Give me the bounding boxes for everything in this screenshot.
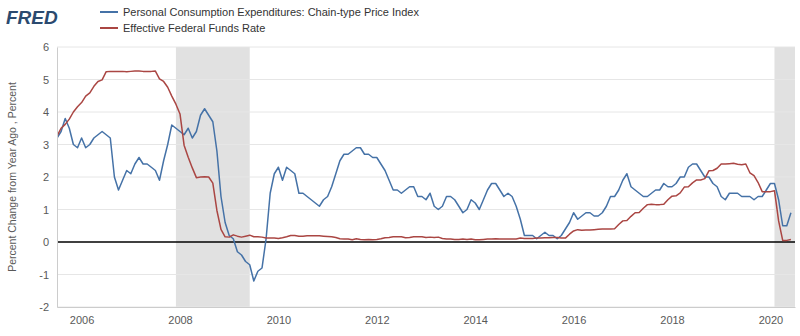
y-tick-label: -1 bbox=[39, 269, 49, 281]
y-tick-label: 1 bbox=[43, 204, 49, 216]
y-axis: -2 -1 0 1 2 3 4 5 6 bbox=[39, 41, 57, 313]
x-tick-label: 2014 bbox=[463, 314, 487, 326]
y-axis-title: Percent Change from Year Ago , Percent bbox=[6, 82, 18, 272]
y-tick-label: 0 bbox=[43, 236, 49, 248]
y-axis-line bbox=[57, 48, 58, 308]
y-tick-label: 3 bbox=[43, 139, 49, 151]
grid-line bbox=[57, 79, 795, 80]
x-tick-label: 2016 bbox=[562, 314, 586, 326]
x-tick: 2014 bbox=[463, 307, 487, 326]
y-tick-label: -2 bbox=[39, 301, 49, 313]
legend-swatch bbox=[100, 11, 118, 13]
x-tick: 2016 bbox=[562, 307, 586, 326]
y-tick: -2 bbox=[39, 301, 57, 313]
x-tick: 2018 bbox=[660, 307, 684, 326]
legend: Personal Consumption Expenditures: Chain… bbox=[100, 6, 419, 34]
legend-swatch bbox=[100, 27, 118, 29]
legend-label: Personal Consumption Expenditures: Chain… bbox=[123, 6, 419, 18]
x-axis-line bbox=[58, 307, 796, 308]
y-tick-label: 5 bbox=[43, 74, 49, 86]
chart-svg: 2006 2008 2010 2012 2014 2016 2018 2020 -2 -1 0 1 2 3… bbox=[0, 0, 800, 336]
y-tick: 2 bbox=[43, 171, 57, 183]
grid-line bbox=[57, 307, 795, 308]
y-tick: 5 bbox=[43, 74, 57, 86]
logo: FRED bbox=[6, 7, 58, 28]
x-tick: 2006 bbox=[70, 307, 94, 326]
y-tick: 3 bbox=[43, 139, 57, 151]
x-tick: 2010 bbox=[267, 307, 291, 326]
y-tick: 1 bbox=[43, 204, 57, 216]
x-axis: 2006 2008 2010 2012 2014 2016 2018 2020 bbox=[58, 307, 796, 326]
chart-container: 2006 2008 2010 2012 2014 2016 2018 2020 -2 -1 0 1 2 3… bbox=[0, 0, 800, 336]
grid-line bbox=[57, 274, 795, 275]
grid-line bbox=[57, 47, 795, 48]
x-tick-label: 2010 bbox=[267, 314, 291, 326]
legend-label: Effective Federal Funds Rate bbox=[123, 22, 265, 34]
grid-line bbox=[57, 209, 795, 210]
x-tick: 2020 bbox=[759, 307, 783, 326]
x-tick: 2008 bbox=[168, 307, 192, 326]
grid-line bbox=[57, 241, 795, 243]
y-tick: 6 bbox=[43, 41, 57, 53]
y-tick: -1 bbox=[39, 269, 57, 281]
grid bbox=[57, 47, 795, 307]
grid-line bbox=[57, 112, 795, 113]
y-tick-label: 4 bbox=[43, 106, 49, 118]
x-tick-label: 2006 bbox=[70, 314, 94, 326]
x-tick: 2012 bbox=[365, 307, 389, 326]
series-line bbox=[57, 109, 791, 281]
y-tick: 4 bbox=[43, 106, 57, 118]
series-line bbox=[57, 71, 791, 240]
x-tick-label: 2020 bbox=[759, 314, 783, 326]
y-tick-label: 6 bbox=[43, 41, 49, 53]
lines bbox=[57, 71, 791, 281]
y-tick-label: 2 bbox=[43, 171, 49, 183]
x-tick-label: 2012 bbox=[365, 314, 389, 326]
y-tick: 0 bbox=[43, 236, 57, 248]
x-tick-label: 2018 bbox=[660, 314, 684, 326]
x-tick-label: 2008 bbox=[168, 314, 192, 326]
